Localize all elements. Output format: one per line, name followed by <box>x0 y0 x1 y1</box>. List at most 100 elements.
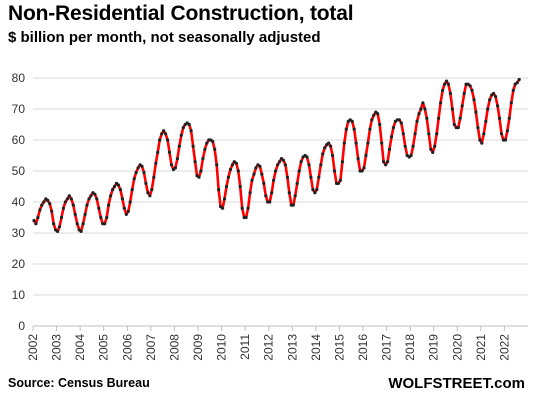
data-point <box>309 175 313 179</box>
data-point <box>360 169 364 173</box>
data-point <box>73 212 77 216</box>
data-point <box>71 203 75 207</box>
x-tick-label: 2012 <box>262 334 276 361</box>
y-tick-label: 50 <box>12 164 26 178</box>
data-point <box>252 172 256 176</box>
data-point <box>387 147 392 151</box>
y-tick-label: 70 <box>12 102 26 116</box>
data-point <box>462 91 466 96</box>
y-tick-label: 60 <box>12 133 26 147</box>
x-tick-label: 2003 <box>50 334 64 361</box>
data-point <box>122 206 126 210</box>
data-point <box>230 163 234 167</box>
data-point <box>368 127 372 131</box>
data-point <box>120 197 124 201</box>
data-point <box>95 197 99 201</box>
data-point <box>417 112 421 116</box>
data-point <box>317 175 321 179</box>
data-point <box>441 88 445 92</box>
data-point <box>507 116 511 120</box>
data-point <box>332 169 337 173</box>
data-point <box>46 198 50 202</box>
data-point <box>191 144 195 148</box>
data-point <box>386 160 390 164</box>
data-point <box>297 169 301 173</box>
data-point <box>470 88 474 92</box>
data-point <box>376 112 380 116</box>
data-point <box>130 188 134 192</box>
data-point <box>260 172 264 176</box>
data-point <box>250 178 254 182</box>
x-tick-label: 2006 <box>120 334 134 361</box>
data-point <box>446 82 450 86</box>
data-point <box>380 141 384 145</box>
data-point <box>389 135 394 139</box>
data-point <box>354 141 358 145</box>
data-point <box>372 113 376 117</box>
x-tick-label: 2008 <box>167 334 181 361</box>
data-point <box>154 161 158 165</box>
data-point <box>277 160 282 164</box>
data-point <box>132 177 136 181</box>
data-point <box>484 119 488 123</box>
data-point <box>311 188 315 192</box>
data-point <box>319 163 323 167</box>
data-point <box>505 129 509 133</box>
data-point <box>81 222 85 226</box>
data-point <box>189 129 193 133</box>
data-point <box>246 206 250 210</box>
data-point <box>103 222 107 226</box>
data-point <box>482 132 486 136</box>
data-point <box>323 146 327 150</box>
data-point <box>240 206 244 210</box>
data-point <box>499 132 504 136</box>
data-point <box>146 191 150 195</box>
data-point <box>197 175 201 179</box>
data-point <box>181 126 185 130</box>
data-point <box>313 191 317 195</box>
data-point <box>215 163 219 167</box>
data-point <box>444 79 449 83</box>
data-point <box>124 212 128 216</box>
x-tick-label: 2010 <box>215 334 229 361</box>
data-point <box>285 175 289 179</box>
data-point <box>175 157 179 161</box>
data-point <box>89 194 93 198</box>
data-point <box>460 104 464 108</box>
data-point <box>370 118 374 122</box>
data-point <box>111 188 115 192</box>
data-point <box>65 197 69 201</box>
data-point <box>52 222 56 226</box>
data-point <box>228 167 232 172</box>
data-point <box>492 91 496 96</box>
y-tick-label: 20 <box>12 257 26 271</box>
x-tick-label: 2021 <box>474 334 488 361</box>
data-point <box>57 225 62 229</box>
data-point <box>415 119 419 123</box>
data-point <box>107 203 111 207</box>
data-point <box>403 144 407 148</box>
data-point <box>226 175 230 179</box>
data-point <box>244 215 248 220</box>
data-point <box>295 181 299 185</box>
data-point <box>366 141 370 145</box>
data-point <box>234 161 238 165</box>
data-point <box>433 144 437 148</box>
data-point <box>496 104 500 108</box>
data-point <box>173 166 177 170</box>
data-point <box>167 150 172 154</box>
data-point <box>494 95 498 99</box>
data-point <box>254 166 258 170</box>
data-point <box>305 155 309 159</box>
data-point <box>126 209 130 213</box>
data-point <box>468 84 472 88</box>
data-point <box>458 116 462 120</box>
data-point <box>112 184 117 189</box>
data-point <box>248 191 252 195</box>
data-point <box>315 188 319 192</box>
data-point <box>397 118 401 122</box>
data-point <box>156 150 160 154</box>
y-tick-label: 80 <box>12 71 26 85</box>
x-tick-label: 2007 <box>144 334 158 361</box>
data-point <box>142 170 146 175</box>
